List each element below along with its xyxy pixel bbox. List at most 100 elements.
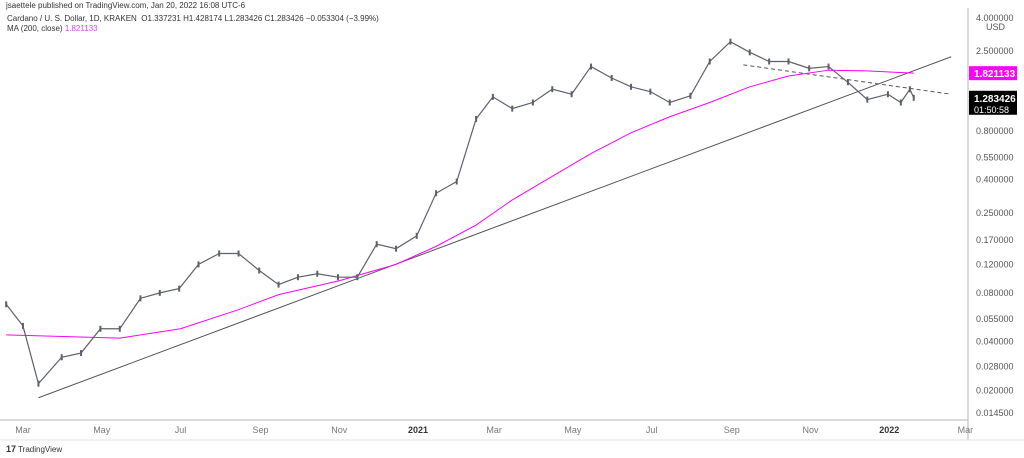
trendline-solid	[38, 56, 952, 399]
price-point	[491, 93, 494, 100]
price-point	[748, 49, 751, 56]
price-line	[5, 40, 915, 385]
price-point	[531, 99, 534, 106]
price-point	[37, 380, 40, 387]
price-point	[316, 270, 319, 277]
price-axis[interactable]: 4.000000 2.500000 0.800000 0.550000 0.400000…	[976, 13, 1014, 418]
ma-line	[6, 69, 914, 339]
price-point	[197, 261, 200, 268]
price-point	[866, 96, 869, 103]
price-point	[99, 325, 102, 332]
y-tick-label: 0.020000	[976, 385, 1014, 395]
x-tick-label: Nov	[331, 425, 348, 435]
price-point	[178, 285, 181, 292]
tradingview-logo-icon: 17	[6, 444, 17, 454]
price-point	[395, 245, 398, 252]
x-tick-label: Mar	[15, 425, 31, 435]
y-tick-label: 0.400000	[976, 175, 1014, 185]
price-point	[118, 325, 121, 332]
last-price-text: 1.283426	[974, 94, 1016, 105]
y-tick-label: 0.120000	[976, 259, 1014, 269]
price-point	[336, 274, 339, 281]
y-tick-label: 0.055000	[976, 314, 1014, 324]
price-series	[5, 38, 915, 387]
x-tick-label: Sep	[252, 425, 268, 435]
price-point	[899, 99, 902, 106]
price-point	[610, 75, 613, 82]
y-tick-label: 0.170000	[976, 235, 1014, 245]
x-tick-label: Jul	[175, 425, 187, 435]
price-point	[237, 250, 240, 257]
x-tick-label: Sep	[724, 425, 740, 435]
y-tick-label: 0.028000	[976, 362, 1014, 372]
footer: 17 TradingView	[6, 444, 62, 454]
price-point	[708, 58, 711, 65]
symbol-legend: Cardano / U. S. Dollar, 1D, KRAKEN O1.33…	[7, 14, 379, 23]
ma-price-tag	[969, 66, 1017, 81]
price-point	[375, 241, 378, 248]
chart-frame	[0, 8, 1024, 441]
y-tick-label: 0.250000	[976, 208, 1014, 218]
price-point	[21, 322, 24, 329]
price-point	[475, 115, 478, 122]
ma-label: MA (200, close)	[7, 24, 63, 33]
currency-label: USD	[986, 22, 1006, 32]
price-point	[689, 92, 692, 99]
publisher-line: jsaettele published on TradingView.com, …	[6, 1, 246, 10]
y-tick-label: 0.550000	[976, 152, 1014, 162]
x-tick-label: Nov	[802, 425, 819, 435]
price-point	[296, 274, 299, 281]
price-point	[787, 58, 790, 65]
price-point	[60, 354, 63, 361]
price-point	[258, 267, 261, 274]
price-point	[630, 83, 633, 90]
x-tick-label: Mar	[958, 425, 974, 435]
price-point	[139, 295, 142, 302]
y-tick-label: 0.080000	[976, 288, 1014, 298]
price-point	[511, 105, 514, 112]
price-point	[808, 65, 811, 72]
y-tick-label: 0.014500	[976, 408, 1014, 418]
price-point	[218, 250, 221, 257]
price-point	[589, 63, 592, 70]
x-tick-label: Jul	[646, 425, 658, 435]
x-tick-label: Mar	[486, 425, 502, 435]
x-tick-label: May	[93, 425, 111, 435]
price-point	[570, 91, 573, 98]
price-point	[912, 94, 915, 101]
price-point	[455, 178, 458, 185]
price-point	[158, 289, 161, 296]
symbol-name[interactable]: Cardano / U. S. Dollar, 1D, KRAKEN	[7, 14, 137, 23]
ma-legend[interactable]: MA (200, close) 1.821133	[7, 24, 98, 33]
price-point	[827, 63, 830, 70]
price-point	[908, 86, 911, 93]
price-point	[551, 86, 554, 93]
price-point	[435, 190, 438, 197]
x-tick-label: May	[564, 425, 582, 435]
x-tick-label: 2021	[408, 425, 428, 435]
ma-value: 1.821133	[64, 24, 98, 33]
price-point	[886, 91, 889, 98]
y-tick-label: 2.500000	[976, 46, 1014, 56]
price-point	[846, 79, 849, 86]
price-point	[668, 99, 671, 106]
price-chart[interactable]: 4.000000 2.500000 0.800000 0.550000 0.400000…	[0, 0, 1024, 444]
last-price-tag	[969, 90, 1017, 115]
price-point	[729, 38, 732, 45]
ma-series	[6, 69, 914, 339]
price-point	[768, 58, 771, 65]
price-point	[649, 88, 652, 95]
x-tick-label: 2022	[879, 425, 899, 435]
trendlines[interactable]	[38, 56, 952, 399]
bar-countdown-text: 01:50:58	[974, 105, 1009, 115]
ma-price-tag-text: 1.821133	[974, 69, 1016, 80]
y-tick-label: 0.800000	[976, 126, 1014, 136]
price-point	[5, 301, 8, 308]
time-axis[interactable]: Mar May Jul Sep Nov 2021 Mar May Jul Sep Nov 2022 Ma…	[15, 425, 973, 435]
price-point	[277, 281, 280, 288]
price-point	[356, 274, 359, 281]
y-tick-label: 4.000000	[976, 13, 1014, 23]
price-point	[80, 350, 83, 357]
y-tick-label: 0.040000	[976, 337, 1014, 347]
